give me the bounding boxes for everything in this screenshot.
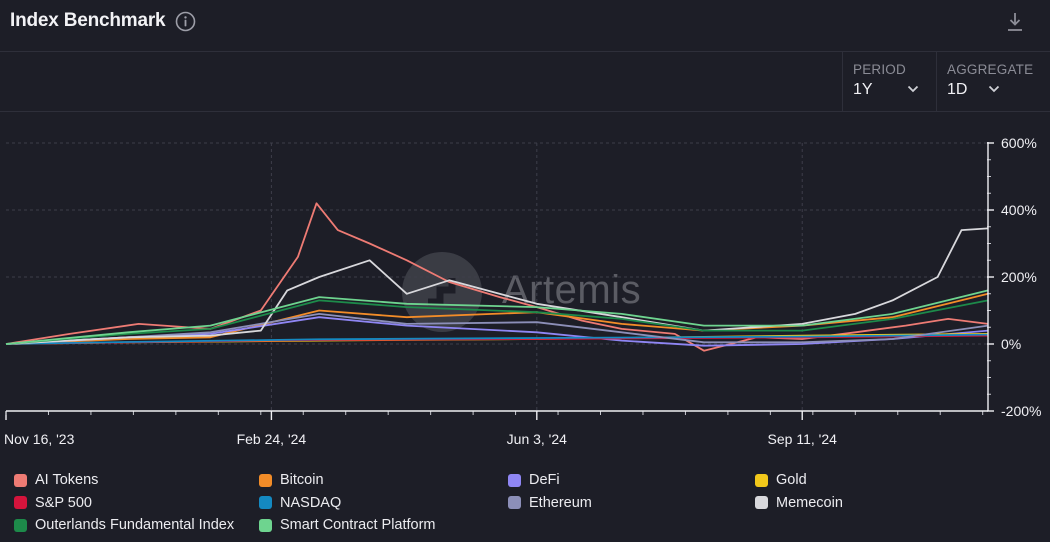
chevron-down-icon [907,85,919,93]
chart-header: Index Benchmark [0,0,1050,52]
legend-label: Gold [776,472,807,488]
series-line-defi [5,316,989,347]
legend-item-defi[interactable]: DeFi [508,470,560,490]
series-line-smart-contract-platform [5,289,989,345]
series-line-ethereum [5,312,989,345]
aggregate-select[interactable]: AGGREGATE 1D [936,52,1050,111]
x-tick-label: Nov 16, '23 [4,431,75,447]
info-icon[interactable] [175,11,196,32]
period-select[interactable]: PERIOD 1Y [842,52,936,111]
legend-item-s-p-500[interactable]: S&P 500 [14,493,92,513]
legend-swatch [14,473,27,487]
period-label: PERIOD [853,62,906,77]
legend-swatch [14,496,27,509]
legend-item-ai-tokens[interactable]: AI Tokens [14,470,98,490]
y-tick-label: -200% [1001,403,1041,419]
x-tick-label: Feb 24, '24 [237,431,307,447]
y-tick-label: 200% [1001,269,1037,285]
chart-grid [6,142,988,411]
x-tick-label: Jun 3, '24 [507,431,567,447]
legend-label: AI Tokens [35,472,99,488]
chevron-down-icon [988,85,1000,93]
legend-item-memecoin[interactable]: Memecoin [755,493,843,513]
y-tick-label: 600% [1001,135,1037,151]
series-line-nasdaq [5,333,989,345]
legend-swatch [755,496,768,509]
line-chart: 600% 400% 200% 0% -200% Nov 16, '23 Feb 24, '2… [4,135,1041,447]
chart-axes: 600% 400% 200% 0% -200% Nov 16, '23 Feb 24, '2… [4,135,1041,447]
legend-swatch [508,496,521,509]
aggregate-label: AGGREGATE [947,62,1034,77]
series-line-memecoin [5,227,989,345]
legend-swatch [755,473,768,487]
legend-swatch [14,518,27,532]
chart-controls: PERIOD 1Y AGGREGATE 1D [0,52,1050,112]
y-tick-label: 400% [1001,202,1037,218]
aggregate-value: 1D [947,81,968,98]
legend-label: DeFi [529,472,560,488]
legend-item-ethereum[interactable]: Ethereum [508,493,592,513]
download-icon[interactable] [1005,11,1025,33]
series-line-outerlands-fundamental-index [5,299,989,345]
legend-swatch [259,473,272,487]
chart-title: Index Benchmark [10,10,166,31]
chart-legend: AI Tokens Bitcoin DeFi Gold S&P 500 NASDAQ Eth… [0,468,1050,542]
legend-swatch [259,496,272,509]
legend-swatch [508,473,521,487]
legend-label: Outerlands Fundamental Index [35,517,235,533]
legend-label: Smart Contract Platform [280,517,436,533]
legend-label: Bitcoin [280,472,324,488]
legend-label: Memecoin [776,494,843,511]
legend-item-outerlands-fundamental-index[interactable]: Outerlands Fundamental Index [14,515,234,535]
legend-label: S&P 500 [35,494,92,511]
legend-item-nasdaq[interactable]: NASDAQ [259,493,341,513]
legend-item-gold[interactable]: Gold [755,470,807,490]
legend-label: Ethereum [529,494,592,511]
legend-item-smart-contract-platform[interactable]: Smart Contract Platform [259,515,436,535]
legend-item-bitcoin[interactable]: Bitcoin [259,470,324,490]
legend-swatch [259,518,272,532]
chart-lines [5,202,989,352]
x-tick-label: Sep 11, '24 [768,431,838,447]
artemis-logo-icon [402,252,482,332]
y-tick-label: 0% [1001,336,1021,352]
legend-label: NASDAQ [280,494,342,511]
period-value: 1Y [853,81,873,98]
